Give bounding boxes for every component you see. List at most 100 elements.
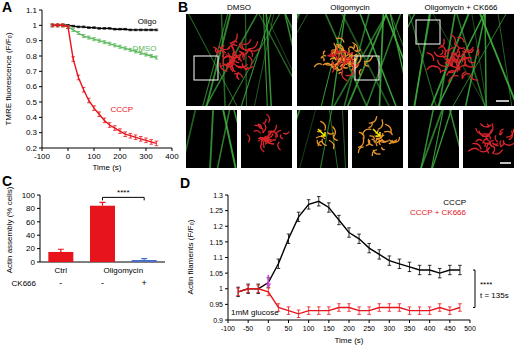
x-tick-label: -50 bbox=[243, 325, 253, 332]
error-bar bbox=[92, 106, 96, 111]
error-bar bbox=[141, 259, 147, 260]
y-tick-label: 1.1 bbox=[213, 254, 223, 261]
mitochondrion bbox=[445, 63, 451, 67]
category-label: Ctrl bbox=[55, 266, 68, 275]
x-tick-label: 100 bbox=[303, 325, 315, 332]
error-bar bbox=[92, 27, 96, 29]
error-bar bbox=[56, 24, 60, 27]
error-bar bbox=[71, 57, 75, 62]
mitochondrion bbox=[353, 43, 358, 52]
y-tick-label: 1.2 bbox=[213, 223, 223, 230]
actin-fiber bbox=[256, 14, 292, 106]
error-bar bbox=[108, 28, 112, 30]
panel-label: D bbox=[180, 175, 190, 191]
actin-fiber bbox=[455, 14, 486, 106]
mitochondrion bbox=[452, 53, 457, 56]
mitochondrion bbox=[376, 138, 378, 145]
mitochondrion bbox=[369, 117, 376, 123]
arrow-head bbox=[265, 284, 271, 288]
error-bar bbox=[267, 288, 271, 296]
error-bar bbox=[347, 304, 351, 312]
actin-fiber bbox=[210, 110, 213, 168]
x-tick bbox=[349, 320, 350, 323]
error-bar bbox=[307, 307, 311, 315]
x-tick-label: 500 bbox=[464, 325, 476, 332]
mitochondrion bbox=[395, 137, 400, 142]
actin-fiber bbox=[217, 110, 231, 168]
micrograph-content bbox=[297, 14, 403, 106]
x-tick-label: 0 bbox=[66, 152, 71, 161]
y-tick bbox=[225, 195, 228, 196]
actin-fiber bbox=[497, 14, 512, 106]
mitochondrion bbox=[479, 131, 488, 136]
significance-text: **** bbox=[480, 280, 492, 289]
y-tick bbox=[37, 195, 40, 196]
actin-fiber bbox=[408, 14, 438, 106]
actin-fiber bbox=[431, 110, 445, 168]
treatment-value: + bbox=[142, 278, 147, 288]
error-bar bbox=[256, 285, 260, 293]
error-bar bbox=[123, 28, 127, 30]
x-tick bbox=[94, 148, 95, 151]
error-bar bbox=[123, 47, 127, 50]
error-bar bbox=[155, 56, 159, 59]
zoom-box bbox=[194, 56, 218, 80]
actin-fiber bbox=[408, 14, 410, 106]
micrograph-content bbox=[408, 14, 514, 106]
actin-fiber bbox=[240, 14, 273, 106]
error-bar bbox=[66, 25, 70, 28]
mitochondrion bbox=[353, 64, 359, 71]
x-tick bbox=[268, 320, 269, 323]
error-bar bbox=[347, 228, 351, 237]
mitochondrion bbox=[268, 133, 271, 135]
actin-fiber bbox=[365, 14, 402, 106]
x-tick-label: 200 bbox=[343, 325, 355, 332]
error-bar bbox=[428, 307, 432, 315]
y-tick-label: 0.4 bbox=[26, 113, 38, 122]
mitochondrion bbox=[263, 139, 267, 141]
arrow bbox=[373, 129, 380, 136]
micrograph bbox=[352, 110, 403, 168]
treatment-label: CK666 bbox=[12, 279, 37, 288]
mitochondrion bbox=[445, 50, 448, 56]
mitochondrion bbox=[323, 51, 324, 54]
mitochondrion bbox=[440, 50, 442, 54]
mitochondrion bbox=[328, 50, 332, 55]
mitochondrion bbox=[358, 53, 361, 63]
mitochondrion bbox=[267, 114, 270, 122]
mitochondrion bbox=[449, 76, 458, 82]
mitochondrion bbox=[255, 125, 263, 132]
actin-fiber bbox=[186, 110, 197, 168]
mitochondrion bbox=[254, 131, 260, 133]
y-tick-label: 1.1 bbox=[26, 6, 38, 15]
legend-entry: CCCP + CK666 bbox=[410, 208, 467, 217]
y-tick bbox=[225, 257, 228, 258]
mitochondrion bbox=[329, 140, 334, 148]
mitochondrion bbox=[364, 56, 372, 61]
mitochondrion bbox=[228, 45, 237, 50]
legend-entry: CCCP bbox=[443, 198, 466, 207]
mitochondrion bbox=[223, 57, 226, 63]
error-bar bbox=[123, 132, 127, 137]
mitochondrion bbox=[343, 61, 346, 63]
error-bar bbox=[134, 29, 138, 31]
error-bar bbox=[287, 307, 291, 315]
error-bar bbox=[100, 202, 106, 205]
mitochondrion bbox=[451, 35, 455, 45]
mitochondrion bbox=[495, 136, 497, 142]
mitochondrion bbox=[427, 66, 436, 70]
figure: A0.20.30.40.50.60.70.80.911.1TMRE fluore… bbox=[0, 0, 520, 350]
mitochondrion bbox=[501, 141, 504, 147]
actin-fiber bbox=[419, 110, 444, 168]
mitochondrion bbox=[464, 52, 469, 59]
y-tick bbox=[39, 132, 42, 133]
mitochondrion bbox=[321, 56, 325, 58]
mitochondrion bbox=[220, 45, 224, 48]
y-tick bbox=[37, 208, 40, 209]
y-tick-label: 40 bbox=[26, 231, 35, 240]
y-axis-label: TMRE fluorescence (F/F₀) bbox=[4, 32, 13, 125]
x-tick bbox=[146, 148, 147, 151]
error-bar bbox=[61, 24, 65, 27]
mitochondrion bbox=[445, 59, 452, 63]
mitochondrion bbox=[359, 138, 364, 148]
